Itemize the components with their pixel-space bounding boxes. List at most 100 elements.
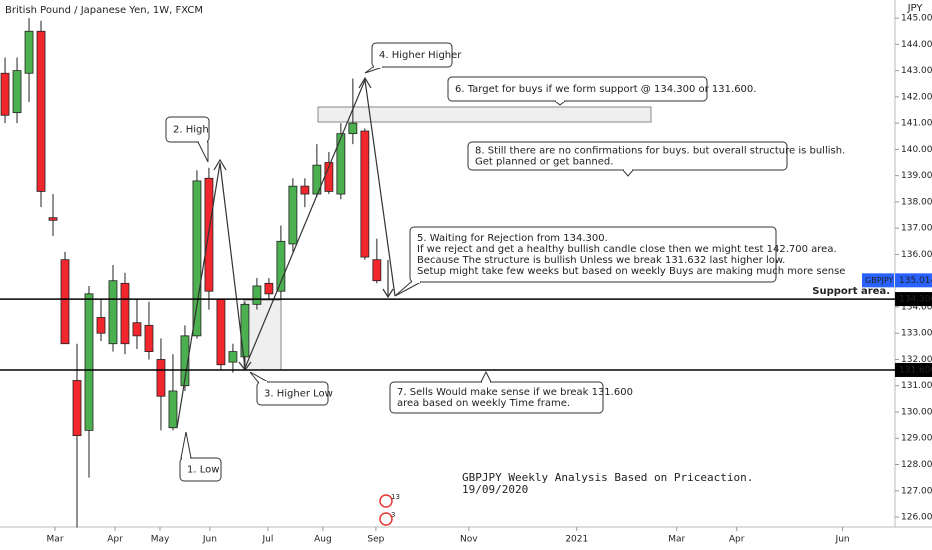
candle-body <box>336 133 346 195</box>
event-marker <box>379 512 393 526</box>
level-tag <box>895 292 932 307</box>
callout-text: 5. Waiting for Rejection from 134.300. <box>417 233 608 244</box>
candle-body <box>276 240 286 292</box>
x-tick-label: Mar <box>47 535 64 545</box>
callout-box <box>409 226 777 283</box>
y-tick-label: 134.000 <box>901 302 932 312</box>
price-tag-label: 135.014 <box>899 276 932 286</box>
candle-body <box>156 359 166 397</box>
callout-box <box>179 457 222 482</box>
x-tick-label: Aug <box>314 535 332 545</box>
candle-body <box>48 217 58 221</box>
event-count: 3 <box>391 511 395 519</box>
callout-text: 7. Sells Would make sense if we break 13… <box>397 387 633 398</box>
x-tick-label: Mar <box>668 535 685 545</box>
currency-label: JPY <box>907 3 924 14</box>
y-tick-label: 137.000 <box>901 224 932 234</box>
callout-box <box>371 42 453 68</box>
higher-low-zone <box>243 299 282 371</box>
level-tag <box>895 362 932 377</box>
y-tick-label: 145.000 <box>901 14 932 24</box>
level-note: Support area. <box>812 286 890 297</box>
callout-text: 2. High <box>173 125 209 136</box>
y-tick-label: 136.000 <box>901 250 932 260</box>
callout-text: If we reject and get a healthy bullish c… <box>417 244 837 255</box>
candle-body <box>300 185 310 195</box>
x-tick-label: Sep <box>367 535 384 545</box>
y-tick-label: 140.000 <box>901 145 932 155</box>
candle-body <box>360 130 370 258</box>
symbol-tag-label: GBPJPY <box>865 276 894 285</box>
arrow-head <box>358 76 372 89</box>
callout-text: 8. Still there are no confirmations for … <box>475 146 845 157</box>
callout-text: Setup might take few weeks but based on … <box>417 266 845 277</box>
caption: 19/09/2020 <box>462 483 528 496</box>
callout-text: 1. Low <box>187 465 219 476</box>
candle-body <box>12 70 22 114</box>
y-tick-label: 130.000 <box>901 407 932 417</box>
caption: GBPJPY Weekly Analysis Based on Priceact… <box>462 471 753 484</box>
zigzag <box>176 77 396 429</box>
callout-box <box>256 381 329 406</box>
resistance-zone <box>317 106 652 123</box>
callout-text: 6. Target for buys if we form support @ … <box>455 84 756 95</box>
candle-body <box>0 72 10 116</box>
x-tick-label: Apr <box>729 535 745 545</box>
candle-body <box>132 322 142 337</box>
y-tick-label: 128.000 <box>901 460 932 470</box>
event-count: 13 <box>391 493 400 501</box>
arrow-head <box>213 158 227 171</box>
structure-lines <box>176 76 396 429</box>
candle-body <box>108 280 118 345</box>
level-tag-label: 131.600 <box>899 365 932 375</box>
x-tick-label: Jun <box>835 535 850 545</box>
y-tick-label: 141.000 <box>901 119 932 129</box>
callout-text: area based on weekly Time frame. <box>397 398 570 409</box>
chart-title: British Pound / Japanese Yen, 1W, FXCM <box>5 5 203 16</box>
x-tick-label: Nov <box>460 535 478 545</box>
candle-body <box>372 259 382 282</box>
candle-body <box>72 380 82 437</box>
candle-body <box>96 317 106 334</box>
candle-body <box>36 30 46 192</box>
x-tick-label: Apr <box>107 535 123 545</box>
callout-box <box>165 116 210 143</box>
candle-body <box>60 259 70 345</box>
y-tick-label: 133.000 <box>901 329 932 339</box>
callout-text: 3. Higher Low <box>264 389 333 400</box>
y-tick-label: 139.000 <box>901 171 932 181</box>
candle-body <box>264 282 274 295</box>
arrow-head <box>382 288 394 299</box>
x-tick-label: 2021 <box>565 535 588 545</box>
candle-body <box>192 180 202 337</box>
candle-body <box>144 324 154 352</box>
candle-body <box>180 335 190 387</box>
event-marker <box>379 494 393 508</box>
y-tick-label: 132.000 <box>901 355 932 365</box>
candle-body <box>120 282 130 345</box>
level-tag-label: 134.300 <box>899 295 932 305</box>
candle-body <box>228 351 238 363</box>
candle-body <box>168 390 178 429</box>
y-tick-label: 142.000 <box>901 92 932 102</box>
x-tick-label: Jul <box>262 535 274 545</box>
candle-body <box>348 122 358 135</box>
candle-body <box>252 285 262 305</box>
candle-body <box>84 293 94 431</box>
callout-box <box>389 381 604 414</box>
y-tick-label: 144.000 <box>901 40 932 50</box>
x-tick-label: Jun <box>202 535 217 545</box>
y-tick-label: 127.000 <box>901 486 932 496</box>
x-tick-label: May <box>151 535 170 545</box>
candle-body <box>216 298 226 366</box>
price-tag <box>895 273 932 288</box>
candle-body <box>288 185 298 245</box>
y-tick-label: 138.000 <box>901 197 932 207</box>
y-tick-label: 129.000 <box>901 434 932 444</box>
callout-text: Get planned or get banned. <box>475 157 613 168</box>
y-tick-label: 143.000 <box>901 66 932 76</box>
symbol-tag <box>862 273 894 288</box>
callout-text: Because The structure is bullish Unless … <box>417 255 785 266</box>
y-tick-label: 131.000 <box>901 381 932 391</box>
